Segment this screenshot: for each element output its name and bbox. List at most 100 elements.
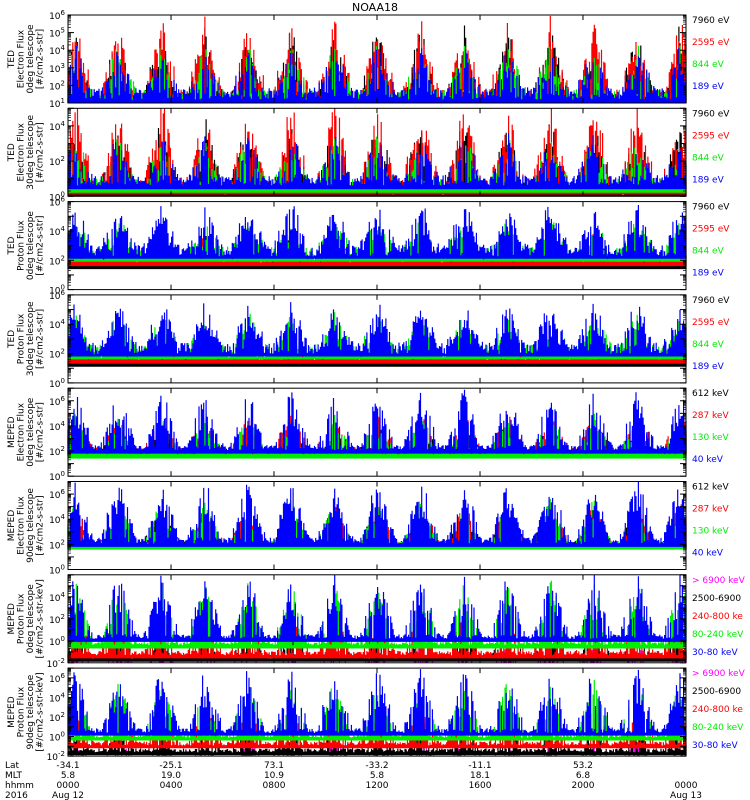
y-tick-label: 100: [49, 564, 65, 577]
y-tick-label: 104: [49, 591, 65, 604]
legend-entry: > 6900 keV: [692, 669, 746, 679]
y-axis-label: MEPEDElectron Flux0deg telescope[#/cm2-s…: [7, 397, 46, 467]
y-tick-label: 102: [49, 538, 65, 551]
y-tick-label: 106: [49, 196, 65, 209]
legend-entry: 80-240 keV: [692, 723, 744, 733]
y-axis-label: TEDElectron Flux30deg telescope[#/cm2-s-…: [7, 114, 46, 189]
x-tick-label: 53.2: [573, 761, 593, 771]
y-axis-label: TEDProton Flux0deg telescope[#/cm2-s-str…: [7, 211, 46, 281]
legend-entry: 2595 eV: [692, 38, 730, 48]
y-tick-label: 102: [49, 348, 65, 361]
x-tick-label: 1200: [366, 781, 389, 791]
y-tick-label: 106: [49, 289, 65, 302]
x-row-label: hhmm: [5, 781, 34, 791]
y-axis-label: MEPEDElectron Flux90deg telescope[#/cm2-…: [7, 488, 46, 563]
y-tick-label: 100: [49, 470, 65, 483]
legend-entry: 30-80 keV: [692, 648, 738, 658]
legend-entry: 844 eV: [692, 60, 725, 70]
x-row-label: MLT: [5, 771, 23, 781]
x-tick-label: 0800: [263, 781, 286, 791]
x-tick-label: 6.8: [576, 771, 591, 781]
y-tick-label: 100: [49, 635, 65, 648]
legend-entry: 240-800 ke: [692, 705, 743, 715]
legend-entry: 40 keV: [692, 549, 724, 559]
legend-entry: 844 eV: [692, 247, 725, 257]
x-row-label: 2016: [5, 791, 28, 800]
x-tick-label: Aug 12: [52, 791, 84, 800]
chart-title: NOAA18: [351, 1, 399, 14]
x-tick-label: -25.1: [159, 761, 182, 771]
y-tick-label: 102: [49, 79, 65, 92]
legend-entry: 189 eV: [692, 175, 725, 185]
y-tick-label: 100: [49, 284, 65, 297]
y-tick-label: 106: [49, 488, 65, 501]
legend-entry: 612 keV: [692, 483, 729, 493]
x-tick-label: 5.8: [370, 771, 385, 781]
y-axis-label: TEDProton Flux30deg telescope[#/cm2-s-st…: [7, 301, 46, 376]
series-5-4: [67, 389, 687, 454]
x-tick-label: 5.8: [61, 771, 76, 781]
x-tick-label: Aug 13: [670, 791, 702, 800]
legend-entry: 40 keV: [692, 455, 724, 465]
legend-entry: 2595 eV: [692, 318, 730, 328]
y-tick-label: 102: [49, 155, 65, 168]
legend-entry: 130 keV: [692, 433, 729, 443]
y-tick-label: 102: [49, 254, 65, 267]
y-tick-label: 106: [49, 9, 65, 22]
x-tick-label: 0000: [57, 781, 80, 791]
x-row-label: Lat: [5, 761, 20, 771]
y-tick-label: 10-2: [47, 657, 65, 670]
x-tick-label: 10.9: [264, 771, 284, 781]
legend-entry: 2595 eV: [692, 225, 730, 235]
legend-entry: 189 eV: [692, 269, 725, 279]
y-tick-label: 102: [49, 711, 65, 724]
legend-entry: 7960 eV: [692, 109, 730, 119]
legend-entry: 30-80 keV: [692, 741, 738, 751]
y-axis-label: TEDElectron Flux0deg telescope[#/cm2-s-s…: [7, 24, 46, 94]
y-tick-label: 106: [49, 672, 65, 685]
y-tick-label: 100: [49, 731, 65, 744]
y-tick-label: 104: [49, 513, 65, 526]
y-tick-label: 100: [49, 190, 65, 203]
legend-entry: 130 keV: [692, 527, 729, 537]
series-4-4: [67, 302, 687, 357]
y-tick-label: 104: [49, 318, 65, 331]
legend-entry: 189 eV: [692, 82, 725, 92]
x-tick-label: -33.2: [365, 761, 388, 771]
legend-entry: 2500-6900: [692, 594, 741, 604]
legend-entry: 7960 eV: [692, 203, 730, 213]
legend-entry: 7960 eV: [692, 296, 730, 306]
legend-entry: 287 keV: [692, 411, 729, 421]
x-tick-label: 18.1: [470, 771, 490, 781]
y-tick-label: 103: [49, 62, 65, 75]
y-tick-label: 102: [49, 613, 65, 626]
legend-entry: 189 eV: [692, 362, 725, 372]
x-tick-label: 2000: [572, 781, 595, 791]
legend-entry: 240-800 ke: [692, 612, 743, 622]
y-tick-label: 102: [49, 445, 65, 458]
y-tick-label: 104: [49, 691, 65, 704]
y-tick-label: 104: [49, 44, 65, 57]
x-tick-label: -11.1: [468, 761, 491, 771]
legend-entry: 612 keV: [692, 389, 729, 399]
legend-entry: > 6900 keV: [692, 576, 746, 586]
y-tick-label: 105: [49, 27, 65, 40]
x-tick-label: 0400: [160, 781, 183, 791]
x-tick-label: 0000: [675, 781, 698, 791]
y-tick-label: 106: [49, 395, 65, 408]
y-tick-label: 104: [49, 420, 65, 433]
x-tick-label: 73.1: [264, 761, 284, 771]
y-axis-label: MEPEDProton Flux0deg telescope[#/cm2-s-s…: [7, 579, 46, 658]
legend-entry: 844 eV: [692, 153, 725, 163]
x-tick-label: -34.1: [56, 761, 79, 771]
y-tick-label: 100: [49, 377, 65, 390]
